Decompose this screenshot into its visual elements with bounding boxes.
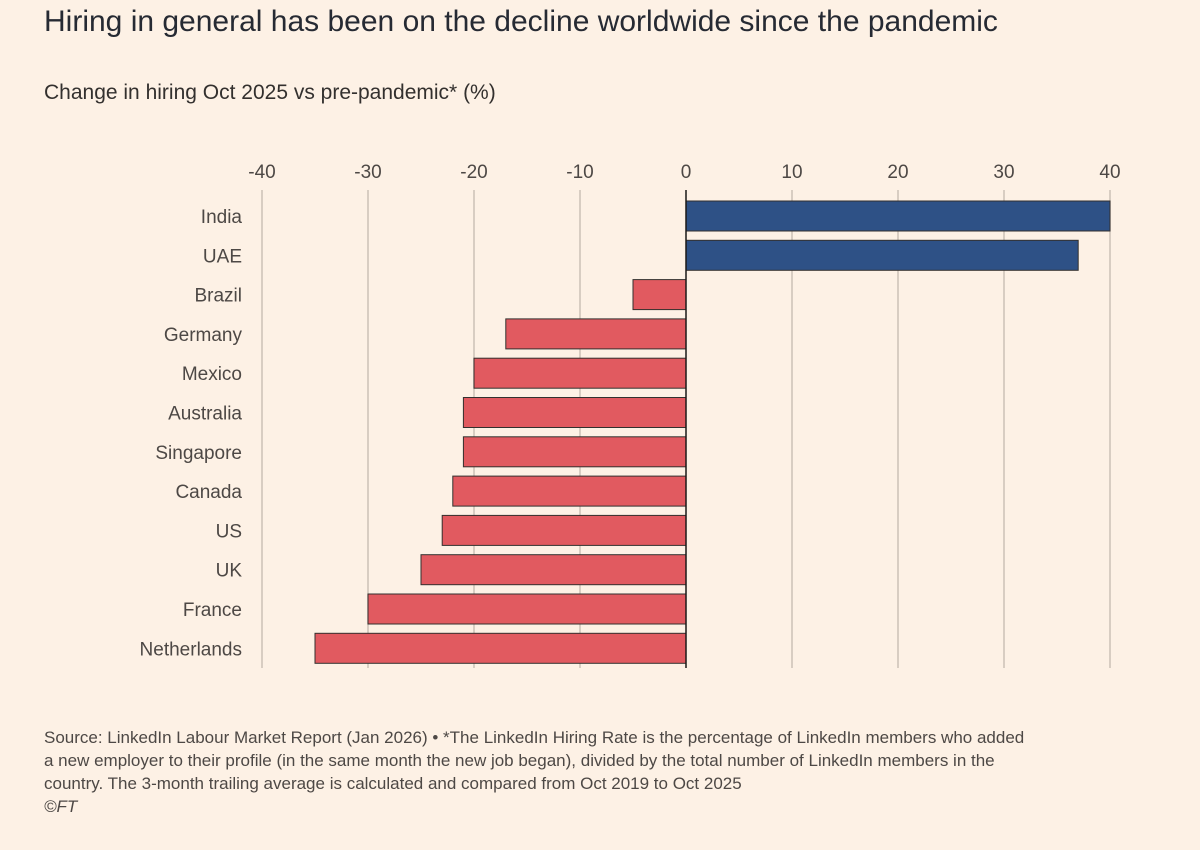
category-label: Singapore	[155, 443, 242, 464]
category-label: India	[201, 207, 243, 228]
x-tick-label: -20	[460, 162, 487, 183]
footer-note-line-2: a new employer to their profile (in the …	[44, 751, 995, 770]
x-tick-label: 20	[887, 162, 908, 183]
footer-source-note: Source: LinkedIn Labour Market Report (J…	[44, 728, 1025, 747]
x-tick-label: -10	[566, 162, 593, 183]
category-label: Germany	[164, 325, 243, 346]
category-label: US	[216, 521, 242, 542]
category-label: Brazil	[194, 286, 242, 307]
category-label: Netherlands	[140, 639, 242, 660]
chart-title: Hiring in general has been on the declin…	[44, 5, 998, 38]
category-label: France	[183, 600, 242, 621]
bar-mexico	[473, 357, 687, 389]
bar-us	[441, 514, 687, 546]
bar-canada	[452, 475, 687, 507]
x-tick-label: -40	[248, 162, 275, 183]
bar-australia	[462, 397, 687, 428]
category-labels: India UAE Brazil Germany Mexico Australia Sing…	[140, 207, 243, 660]
x-axis-ticks: -40 -30 -20 -10 0 10 20 30 40	[248, 162, 1120, 183]
copyright: ©FT	[44, 797, 78, 816]
bar-india	[685, 200, 1111, 232]
bar-netherlands	[314, 632, 687, 664]
chart-subtitle: Change in hiring Oct 2025 vs pre-pandemi…	[44, 81, 496, 104]
category-label: Canada	[175, 482, 242, 503]
bar-chart: -40 -30 -20 -10 0 10 20 30 40 India UAE Brazil Germ…	[140, 162, 1121, 668]
category-label: Australia	[168, 404, 242, 425]
bar-brazil	[632, 279, 687, 311]
x-tick-label: 0	[681, 162, 692, 183]
bar-germany	[505, 318, 687, 350]
x-tick-label: 10	[781, 162, 802, 183]
category-label: Mexico	[182, 364, 242, 385]
footer-note-line-3: country. The 3-month trailing average is…	[44, 774, 742, 793]
bar-france	[367, 593, 687, 625]
x-tick-label: 30	[993, 162, 1014, 183]
bar-singapore	[462, 436, 687, 468]
x-tick-label: -30	[354, 162, 381, 183]
category-label: UAE	[203, 246, 242, 267]
bar-uae	[685, 239, 1079, 271]
bar-uk	[420, 554, 687, 586]
chart-footer: Source: LinkedIn Labour Market Report (J…	[44, 726, 1154, 818]
category-label: UK	[216, 561, 243, 582]
bars	[314, 200, 1111, 664]
x-tick-label: 40	[1099, 162, 1120, 183]
